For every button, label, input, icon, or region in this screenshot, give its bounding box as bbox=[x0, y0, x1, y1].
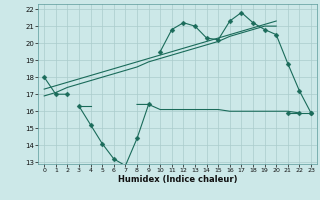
X-axis label: Humidex (Indice chaleur): Humidex (Indice chaleur) bbox=[118, 175, 237, 184]
